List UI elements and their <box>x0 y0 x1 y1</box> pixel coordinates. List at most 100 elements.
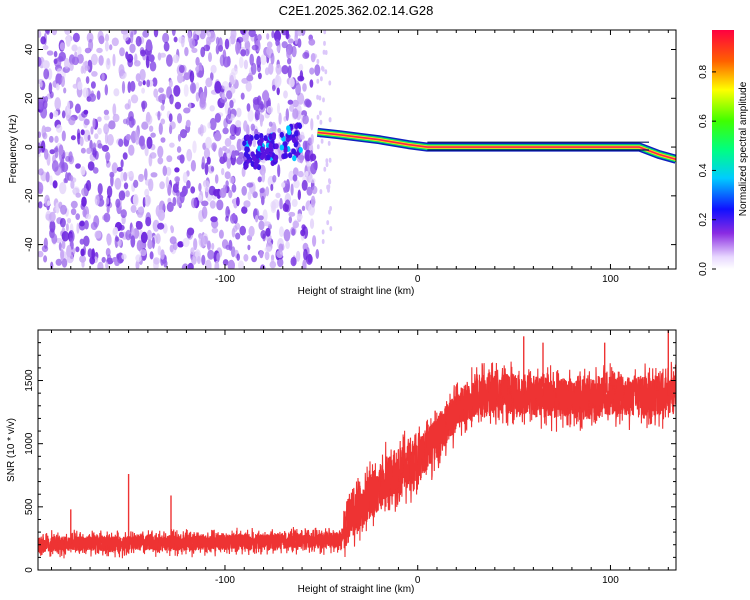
noise-blob <box>210 216 218 223</box>
noise-blob <box>248 225 255 237</box>
noise-blob <box>250 62 257 75</box>
noise-blob <box>49 211 56 222</box>
cluster-blob <box>251 155 257 162</box>
noise-blob <box>90 126 94 135</box>
noise-blob <box>118 190 126 201</box>
tone-core <box>317 131 676 161</box>
noise-blob <box>119 47 125 57</box>
noise-blob <box>158 87 164 93</box>
x-tick-label: -100 <box>215 274 235 285</box>
noise-blob <box>97 116 102 122</box>
noise-blob <box>140 49 146 57</box>
noise-blob <box>87 161 95 171</box>
noise-blob <box>225 180 229 188</box>
noise-blob <box>191 47 198 54</box>
noise-blob <box>319 119 323 125</box>
noise-blob <box>245 81 252 92</box>
noise-blob <box>310 53 316 63</box>
noise-blob <box>172 241 178 251</box>
noise-blob <box>219 54 225 67</box>
noise-blob <box>251 255 257 263</box>
noise-blob <box>92 117 96 129</box>
spectrogram-ylabel: Frequency (Hz) <box>8 115 19 184</box>
noise-blob <box>227 259 235 269</box>
noise-blob <box>66 217 72 224</box>
noise-blob <box>272 175 277 183</box>
noise-blob <box>264 246 272 252</box>
noise-blob <box>214 174 219 184</box>
noise-blob <box>283 229 291 242</box>
noise-blob <box>265 227 271 237</box>
noise-blob <box>239 56 244 69</box>
noise-blob <box>205 259 212 269</box>
noise-blob <box>160 249 165 260</box>
noise-blob <box>193 238 198 251</box>
noise-blob <box>59 42 65 51</box>
noise-blob <box>168 79 173 88</box>
noise-blob <box>142 80 146 86</box>
noise-blob <box>297 170 304 178</box>
noise-blob <box>111 162 118 174</box>
cluster-blob <box>274 143 279 150</box>
noise-blob <box>64 30 71 35</box>
colorbar-ticks: 0.0 0.2 0.4 0.6 0.8 <box>698 64 716 276</box>
noise-blob <box>68 175 74 182</box>
noise-blob <box>61 110 66 119</box>
noise-blob <box>241 185 247 196</box>
noise-blob <box>38 142 42 155</box>
noise-blob <box>121 253 127 260</box>
noise-blob <box>96 47 103 54</box>
noise-blob <box>80 166 86 176</box>
noise-blob <box>176 146 182 153</box>
colorbar-tick-label: 0.2 <box>698 212 709 226</box>
noise-blob <box>278 112 282 125</box>
noise-blob <box>81 111 88 118</box>
noise-blob <box>126 171 134 178</box>
noise-blob <box>171 30 176 36</box>
noise-blob <box>131 118 136 126</box>
noise-blob <box>174 167 180 173</box>
noise-blob <box>266 41 273 49</box>
noise-blob <box>44 126 52 132</box>
noise-blob <box>50 261 54 269</box>
noise-blob <box>206 240 211 250</box>
noise-blob <box>321 65 324 71</box>
noise-blob <box>152 77 158 87</box>
noise-blob <box>130 235 136 248</box>
noise-blob <box>266 33 270 40</box>
noise-blob <box>211 242 215 250</box>
noise-blob <box>230 85 236 94</box>
noise-blob <box>120 209 127 219</box>
noise-blob <box>81 187 88 197</box>
noise-blob <box>244 48 250 57</box>
noise-blob <box>139 249 147 257</box>
noise-blob <box>285 241 290 250</box>
noise-blob <box>105 151 111 162</box>
noise-blob <box>247 191 252 201</box>
noise-blob <box>277 164 281 178</box>
noise-blob <box>240 92 245 100</box>
noise-blob <box>302 242 309 252</box>
noise-blob <box>123 171 128 182</box>
noise-blob <box>146 79 151 88</box>
spectrogram-heatmap <box>38 30 676 269</box>
noise-blob <box>150 172 158 178</box>
noise-blob <box>312 235 317 247</box>
noise-blob <box>302 140 308 151</box>
noise-blob <box>281 41 288 49</box>
noise-blob <box>197 256 201 264</box>
noise-blob <box>316 94 319 100</box>
noise-blob <box>55 83 60 91</box>
noise-blob <box>285 30 290 40</box>
noise-blob <box>260 54 267 66</box>
noise-blob <box>298 134 305 140</box>
noise-blob <box>215 44 220 55</box>
noise-blob <box>275 192 281 199</box>
noise-blob <box>246 74 254 82</box>
noise-blob <box>43 255 48 263</box>
noise-blob <box>130 31 134 44</box>
snr-ylabel: SNR (10 * v/v) <box>6 418 17 482</box>
noise-blob <box>75 213 80 221</box>
noise-blob <box>101 144 109 152</box>
noise-blob <box>123 182 129 190</box>
